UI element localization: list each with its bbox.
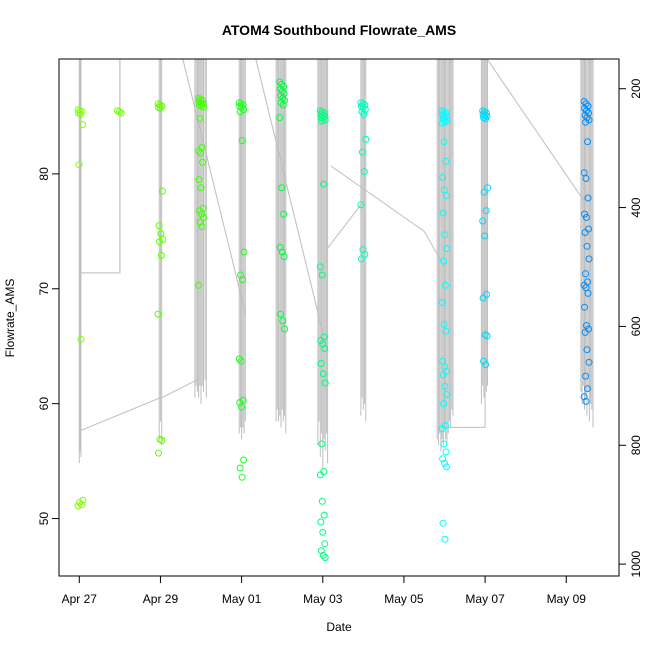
chart-title: ATOM4 Southbound Flowrate_AMS [222,22,456,38]
y2-tick-label-3: 800 [629,435,643,455]
y-axis-label: Flowrate_AMS [3,279,17,358]
chart: ATOM4 Southbound Flowrate_AMS Apr 27 Apr … [0,0,650,650]
x-tick-label-0: Apr 27 [62,592,98,606]
x-tick-label-6: May 09 [547,592,587,606]
x-tick-label-1: Apr 29 [143,592,179,606]
x-tick-label-2: May 01 [222,592,262,606]
x-axis-label: Date [326,620,352,634]
y-tick-label-1: 60 [37,397,51,411]
x-tick-label-5: May 07 [465,592,505,606]
y2-tick-label-1: 400 [629,197,643,217]
x-tick-label-4: May 05 [384,592,424,606]
x-tick-label-3: May 03 [303,592,343,606]
y-tick-label-0: 50 [37,512,51,526]
y-tick-label-3: 80 [37,167,51,181]
y-tick-label-2: 70 [37,282,51,296]
y2-tick-label-4: 1000 [629,550,643,577]
y2-tick-label-0: 200 [629,78,643,98]
y2-tick-label-2: 600 [629,316,643,336]
